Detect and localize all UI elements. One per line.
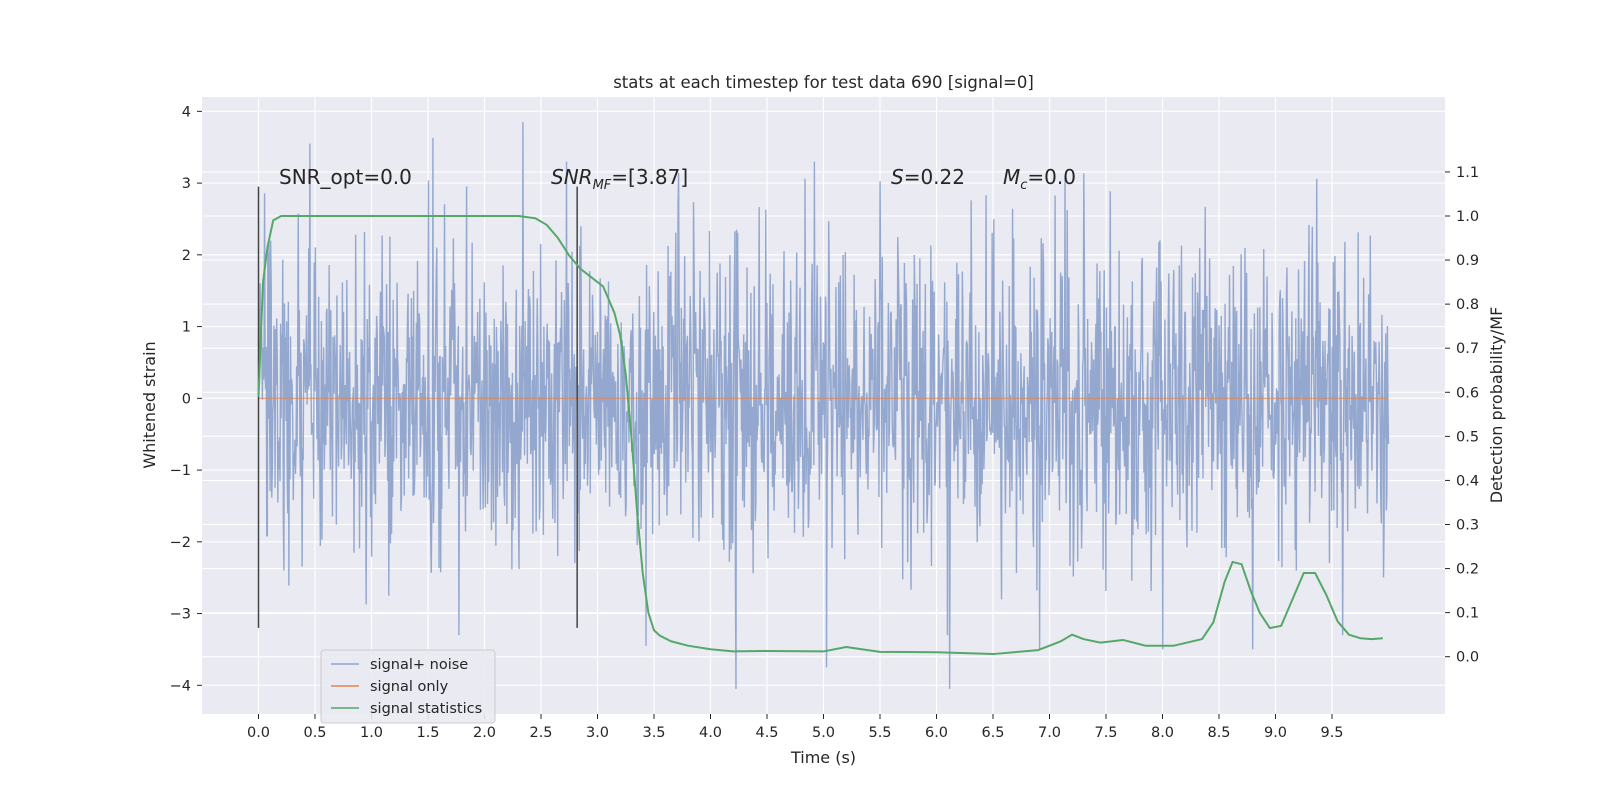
- y-right-axis-label: Detection probability/MF: [1487, 307, 1506, 504]
- y-right-tick-label: 1.1: [1456, 165, 1479, 181]
- y-axis-label: Whitened strain: [140, 341, 159, 468]
- signal-noise-series: [257, 122, 1390, 689]
- x-tick-label: 8.0: [1151, 725, 1174, 741]
- y-tick-label: −4: [170, 678, 191, 694]
- y-right-tick-label: 0.2: [1456, 562, 1479, 578]
- annotation-snr-opt: SNR_opt=0.0: [279, 165, 412, 189]
- legend-label-signal-statistics: signal statistics: [370, 701, 482, 717]
- x-tick-label: 9.5: [1320, 725, 1343, 741]
- y-right-tick-label: 1.0: [1456, 209, 1479, 225]
- x-tick-label: 3.0: [586, 725, 609, 741]
- y-right-tick-label: 0.0: [1456, 650, 1479, 666]
- y-right-tick-label: 0.8: [1456, 297, 1479, 313]
- annotation-s-value: =0.22: [904, 165, 965, 189]
- x-axis-label: Time (s): [790, 748, 856, 767]
- y-tick-label: 3: [182, 176, 191, 192]
- annotation-snr-mf-value: =[3.87]: [611, 165, 688, 189]
- x-tick-label: 4.0: [699, 725, 722, 741]
- x-tick-label: 2.5: [529, 725, 552, 741]
- y-right-tick-label: 0.1: [1456, 606, 1479, 622]
- annotation-s-label: S: [891, 165, 904, 189]
- annotations: SNR_opt=0.0 SNRMF=[3.87] S=0.22 Mc=0.0: [279, 165, 1076, 193]
- annotation-mc-label: M: [1003, 165, 1020, 189]
- x-axis-ticks: 0.0 0.5 1.0 1.5 2.0 2.5 3.0 3.5 4.0 4.5 5.0 5.5 6.0 6…: [247, 714, 1344, 741]
- y-right-tick-label: 0.6: [1456, 385, 1479, 401]
- x-tick-label: 6.0: [925, 725, 948, 741]
- x-tick-label: 9.0: [1264, 725, 1287, 741]
- legend-box: [320, 649, 496, 724]
- x-tick-label: 5.5: [868, 725, 891, 741]
- y-tick-label: −3: [170, 607, 191, 623]
- y-axis-ticks: −4 −3 −2 −1 0 1 2 3 4: [170, 104, 202, 694]
- legend: signal+ noise signal only signal statist…: [320, 649, 496, 724]
- chart-title: stats at each timestep for test data 690…: [613, 73, 1034, 92]
- legend-label-signal-noise: signal+ noise: [370, 657, 468, 673]
- x-tick-label: 7.5: [1094, 725, 1117, 741]
- annotation-s: S=0.22: [891, 165, 965, 189]
- annotation-mc-sub: c: [1020, 178, 1027, 193]
- x-tick-label: 1.0: [360, 725, 383, 741]
- annotation-snr-mf-main: SNR: [551, 165, 593, 189]
- y-right-tick-label: 0.3: [1456, 517, 1479, 533]
- y-right-tick-label: 0.5: [1456, 429, 1479, 445]
- x-tick-label: 6.5: [981, 725, 1004, 741]
- x-tick-label: 4.5: [755, 725, 778, 741]
- y-right-axis-ticks: 0.0 0.1 0.2 0.3 0.4 0.5 0.6 0.7 0.8 0.9 1.0 1.1: [1445, 165, 1479, 666]
- x-tick-label: 1.5: [416, 725, 439, 741]
- y-tick-label: 0: [182, 391, 191, 407]
- y-tick-label: −1: [170, 463, 191, 479]
- x-tick-label: 5.0: [812, 725, 835, 741]
- marker-lines: [257, 186, 578, 628]
- legend-label-signal-only: signal only: [370, 679, 449, 695]
- annotation-snr-mf-sub: MF: [593, 178, 612, 193]
- x-tick-label: 3.5: [642, 725, 665, 741]
- annotation-snr-mf: SNRMF=[3.87]: [551, 165, 688, 193]
- y-tick-label: 2: [182, 248, 191, 264]
- x-tick-label: 0.5: [303, 725, 326, 741]
- y-tick-label: −2: [170, 535, 191, 551]
- signal-statistics-line: [257, 214, 1383, 656]
- y-right-tick-label: 0.7: [1456, 341, 1479, 357]
- y-right-tick-label: 0.4: [1456, 473, 1479, 489]
- x-tick-label: 8.5: [1207, 725, 1230, 741]
- y-tick-label: 1: [182, 320, 191, 336]
- x-tick-label: 2.0: [473, 725, 496, 741]
- x-tick-label: 0.0: [247, 725, 270, 741]
- signal-statistics-series: [257, 214, 1383, 656]
- annotation-mc: Mc=0.0: [1003, 165, 1076, 193]
- annotation-mc-value: =0.0: [1027, 165, 1076, 189]
- y-tick-label: 4: [182, 104, 191, 120]
- x-tick-label: 7.0: [1038, 725, 1061, 741]
- signal-noise-line: [257, 122, 1390, 689]
- y-right-tick-label: 0.9: [1456, 253, 1479, 269]
